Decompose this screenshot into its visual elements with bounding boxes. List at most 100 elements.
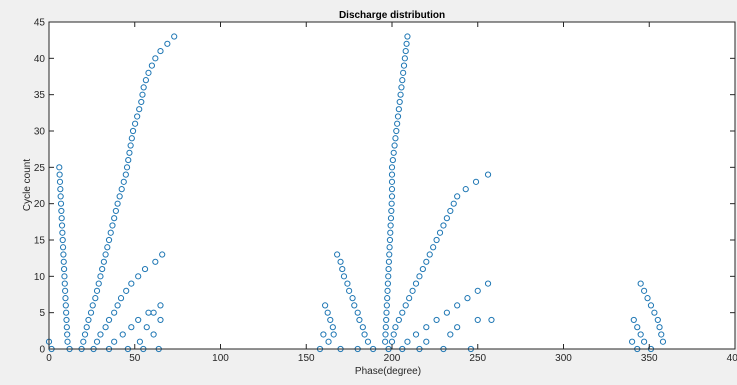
data-point — [157, 316, 164, 324]
data-point — [62, 302, 69, 309]
plot-area — [49, 22, 735, 349]
x-tick-label: 200 — [384, 353, 401, 364]
data-point — [387, 229, 394, 236]
data-point — [392, 135, 399, 142]
data-point — [57, 193, 64, 200]
data-point — [388, 207, 395, 215]
data-point — [383, 309, 390, 316]
data-point — [340, 273, 348, 280]
data-point — [388, 171, 396, 178]
axes: 0 50 100 150 200 250 300 350 400 0 5 10 15 20 25 30 35 40… — [34, 18, 737, 365]
data-point — [383, 302, 390, 309]
data-point — [60, 258, 67, 265]
data-point — [388, 186, 396, 193]
data-point — [386, 236, 394, 244]
data-point — [152, 55, 159, 62]
data-point — [56, 164, 63, 171]
data-point — [80, 338, 87, 345]
data-point — [349, 295, 356, 302]
data-point — [387, 215, 395, 222]
data-point — [111, 338, 118, 345]
data-point — [135, 273, 142, 280]
data-point — [100, 258, 107, 265]
data-point — [105, 236, 113, 244]
data-point — [111, 215, 118, 222]
data-point — [390, 331, 397, 338]
data-point — [109, 222, 116, 229]
data-point — [159, 251, 166, 258]
data-point — [157, 302, 164, 309]
data-point — [330, 331, 337, 338]
data-point — [395, 316, 402, 324]
chart-title: Discharge distribution — [339, 10, 445, 21]
data-point — [447, 207, 454, 215]
data-point — [443, 309, 450, 316]
y-tick-label: 35 — [34, 90, 46, 101]
series-7 — [136, 309, 164, 345]
data-point — [404, 33, 411, 40]
data-point — [393, 127, 400, 135]
data-points — [45, 33, 667, 353]
y-axis-label: Cycle count — [22, 159, 33, 211]
data-point — [454, 324, 461, 331]
data-point — [382, 324, 389, 331]
x-tick-label: 0 — [46, 353, 52, 364]
data-point — [97, 331, 104, 338]
data-point — [409, 287, 416, 294]
data-point — [346, 287, 353, 294]
data-point — [454, 193, 461, 200]
data-point — [63, 316, 70, 324]
y-tick-label: 0 — [39, 345, 45, 356]
data-point — [112, 207, 119, 215]
data-point — [141, 265, 149, 273]
data-point — [403, 40, 410, 47]
data-point — [62, 287, 69, 294]
data-point — [454, 302, 461, 309]
data-point — [99, 265, 106, 273]
data-point — [398, 84, 405, 91]
data-point — [426, 251, 433, 258]
data-point — [157, 47, 164, 55]
data-point — [89, 302, 96, 309]
data-point — [641, 287, 648, 294]
data-point — [344, 280, 351, 287]
data-point — [388, 178, 396, 185]
data-point — [58, 215, 65, 222]
data-point — [337, 258, 344, 265]
data-point — [386, 251, 393, 258]
data-point — [93, 338, 101, 345]
y-tick-label: 20 — [34, 199, 46, 210]
data-point — [128, 324, 135, 331]
data-point — [443, 215, 450, 222]
data-point — [385, 273, 392, 280]
x-tick-label: 300 — [555, 353, 572, 364]
data-point — [97, 273, 104, 280]
data-point — [327, 316, 334, 324]
data-point — [140, 84, 147, 91]
y-tick-label: 10 — [34, 272, 46, 283]
data-point — [139, 91, 146, 98]
data-point — [63, 309, 70, 316]
data-point — [391, 142, 398, 149]
data-point — [651, 309, 658, 316]
data-point — [630, 316, 637, 324]
series-8 — [334, 251, 372, 345]
data-point — [436, 229, 444, 236]
data-point — [126, 149, 133, 156]
data-point — [118, 186, 125, 193]
data-point — [120, 178, 127, 185]
data-point — [361, 331, 368, 338]
data-point — [423, 324, 430, 331]
data-point — [382, 338, 389, 345]
data-point — [464, 295, 471, 302]
data-point — [152, 258, 159, 265]
data-point — [462, 186, 469, 193]
series-5 — [93, 251, 166, 345]
data-point — [402, 47, 409, 55]
data-point — [644, 295, 651, 302]
data-point — [59, 236, 66, 244]
data-point — [61, 280, 68, 287]
data-point — [629, 338, 636, 345]
